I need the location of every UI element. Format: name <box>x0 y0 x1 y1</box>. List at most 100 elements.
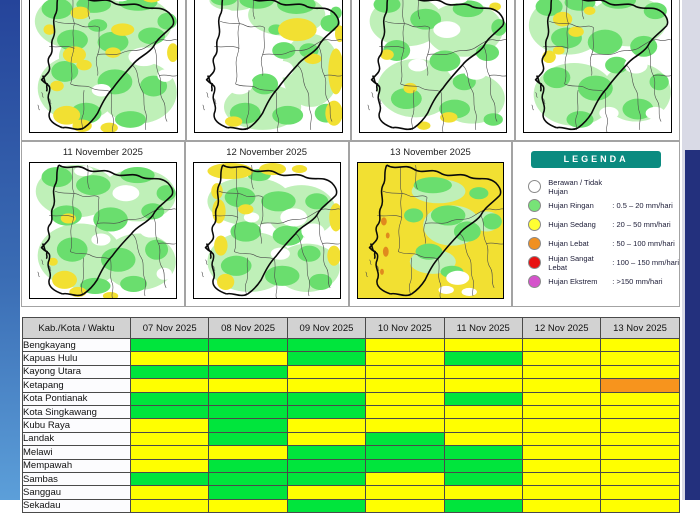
legend-panel: LEGENDA Berawan / Tidak Hujan Hujan Ringan… <box>512 141 680 307</box>
table-row: Bengkayang <box>22 337 680 353</box>
region-name-cell: Sanggau <box>22 485 131 500</box>
legend-item-label: Hujan Sangat Lebat <box>548 253 594 272</box>
forecast-category-cell <box>443 391 523 406</box>
map-frame <box>193 0 343 133</box>
legend-item-value: : 0.5 – 20 mm/hari <box>612 201 673 210</box>
forecast-category-cell <box>129 418 210 433</box>
forecast-category-cell <box>208 485 288 500</box>
forecast-category-cell <box>286 378 367 393</box>
legend-item-label: Hujan Sedang <box>548 220 596 229</box>
table-header-row: Kab./Kota / Waktu 07 Nov 2025 08 Nov 2025 0… <box>22 317 680 339</box>
forecast-category-cell <box>129 404 210 420</box>
table-row: Landak <box>22 431 680 447</box>
forecast-category-cell <box>365 471 445 487</box>
forecast-category-cell <box>521 485 602 500</box>
legend-color-dot <box>528 237 542 250</box>
rainfall-map <box>359 0 507 132</box>
forecast-category-cell <box>443 431 523 447</box>
forecast-category-cell <box>521 471 602 487</box>
forecast-category-cell <box>208 445 288 460</box>
map-frame <box>29 162 177 299</box>
forecast-category-cell <box>129 445 210 460</box>
table-row: Kota Pontianak <box>22 391 680 406</box>
forecast-category-cell <box>208 498 288 513</box>
region-name-cell: Bengkayang <box>22 337 131 353</box>
forecast-category-cell <box>600 364 680 380</box>
map-frame <box>523 0 672 133</box>
forecast-category-cell <box>365 378 445 393</box>
forecast-category-cell <box>129 471 210 487</box>
map-panel: 13 November 2025 <box>348 141 513 307</box>
legend-color-dot <box>528 218 542 231</box>
legend-color-dot <box>528 199 542 212</box>
forecast-category-cell <box>600 431 680 447</box>
forecast-category-cell <box>521 364 602 380</box>
forecast-table: Kab./Kota / Waktu 07 Nov 2025 08 Nov 2025 0… <box>22 317 680 513</box>
forecast-category-cell <box>286 418 367 433</box>
forecast-category-cell <box>521 458 602 473</box>
table-row: Sekadau <box>22 498 680 513</box>
forecast-category-cell <box>443 337 523 353</box>
region-name-cell: Kayong Utara <box>22 364 131 380</box>
forecast-category-cell <box>600 471 680 487</box>
forecast-category-cell <box>600 445 680 460</box>
forecast-category-cell <box>286 458 367 473</box>
forecast-category-cell <box>365 337 445 353</box>
map-panel <box>350 0 516 141</box>
legend-item: Hujan Lebat: 50 – 100 mm/hari <box>528 234 679 253</box>
table-row: Ketapang <box>22 378 680 393</box>
forecast-category-cell <box>443 378 523 393</box>
forecast-category-cell <box>521 378 602 393</box>
map-date-title: 11 November 2025 <box>62 147 143 158</box>
forecast-category-cell <box>286 364 367 380</box>
legend-item-label: Hujan Ringan <box>548 201 594 210</box>
map-panel <box>515 0 680 141</box>
forecast-category-cell <box>208 337 288 353</box>
region-name-cell: Kota Singkawang <box>22 404 131 420</box>
map-frame <box>192 162 341 299</box>
table-row: Sanggau <box>22 485 680 500</box>
legend-item-value: : 20 – 50 mm/hari <box>612 220 671 229</box>
legend-item-value: : 100 – 150 mm/hari <box>612 258 679 267</box>
legend-item-label: Hujan Lebat <box>548 239 589 248</box>
table-row: Kapuas Hulu <box>22 351 680 366</box>
forecast-category-cell <box>365 364 445 380</box>
forecast-category-cell <box>208 431 288 447</box>
forecast-category-cell <box>208 471 288 487</box>
forecast-category-cell <box>365 485 445 500</box>
forecast-category-cell <box>129 378 210 393</box>
table-header-cell: 10 Nov 2025 <box>365 317 445 339</box>
forecast-category-cell <box>208 378 288 393</box>
forecast-category-cell <box>129 431 210 447</box>
table-row: Kayong Utara <box>22 364 680 380</box>
legend-item-label: Hujan Ekstrem <box>548 277 598 286</box>
region-name-cell: Landak <box>22 431 131 447</box>
forecast-category-cell <box>600 391 680 406</box>
forecast-category-cell <box>365 391 445 406</box>
map-panel <box>185 0 351 141</box>
right-navy-strip <box>685 150 700 500</box>
forecast-category-cell <box>600 498 680 513</box>
region-name-cell: Sekadau <box>22 498 131 513</box>
forecast-category-cell <box>208 351 288 366</box>
rainfall-map <box>194 0 342 132</box>
region-name-cell: Melawi <box>22 445 131 460</box>
rainfall-map <box>30 0 177 132</box>
forecast-category-cell <box>443 418 523 433</box>
forecast-category-cell <box>286 351 367 366</box>
legend-color-dot <box>528 275 542 288</box>
table-header-cell: 09 Nov 2025 <box>286 317 367 339</box>
forecast-category-cell <box>600 418 680 433</box>
rainfall-map <box>524 0 671 132</box>
forecast-category-cell <box>521 391 602 406</box>
map-grid-row-1 <box>21 0 680 141</box>
forecast-category-cell <box>521 418 602 433</box>
forecast-category-cell <box>208 404 288 420</box>
forecast-category-cell <box>443 458 523 473</box>
forecast-category-cell <box>443 485 523 500</box>
forecast-category-cell <box>286 471 367 487</box>
forecast-category-cell <box>443 404 523 420</box>
region-name-cell: Mempawah <box>22 458 131 473</box>
table-header-cell: Kab./Kota / Waktu <box>22 317 131 339</box>
forecast-category-cell <box>600 351 680 366</box>
